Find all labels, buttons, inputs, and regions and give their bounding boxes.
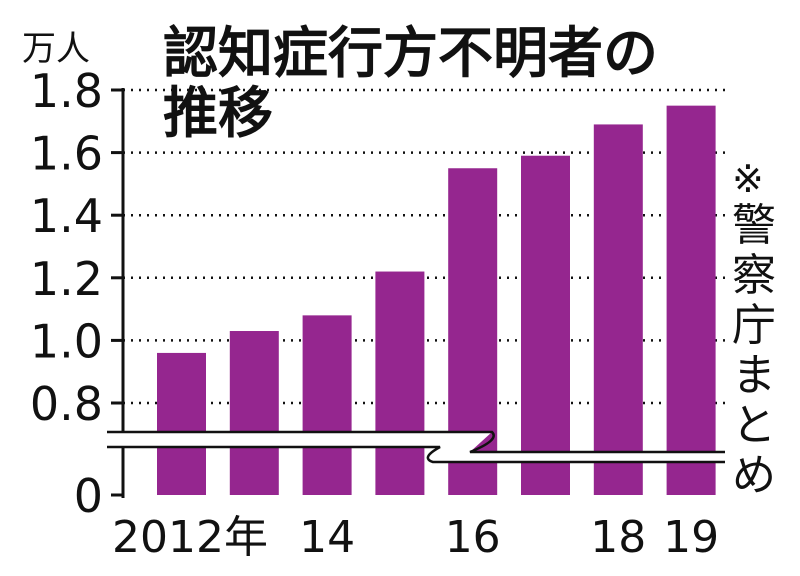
x-tick-label: 2012年 [112,512,268,563]
bar-2015 [375,271,425,495]
y-tick-label: 1.8 [30,64,103,118]
y-tick-labels: 0 0.8 1.0 1.2 1.4 1.6 1.8 [30,64,123,523]
y-tick-label: 1.2 [30,252,103,306]
note-char: と [732,400,776,451]
x-tick-label: 19 [663,512,719,563]
axis-break [107,430,725,464]
bar-2017 [521,155,570,496]
note-char: 庁 [732,300,776,351]
bar-2014 [302,315,352,495]
x-tick-labels: 2012年 14 16 18 19 [112,512,719,563]
note-mark: ※ [732,157,764,201]
y-tick-label: 1.0 [30,314,103,368]
y-tick-label: 1.4 [30,189,103,243]
note-char: め [732,450,776,501]
y-tick-label: 1.6 [30,127,103,181]
x-tick-label: 18 [590,512,646,563]
y-axis-unit-label: 万人 [22,29,90,69]
x-tick-label: 14 [299,512,355,563]
note-char: ま [732,350,776,401]
chart-title-line1: 認知症行方不明者の [163,21,658,85]
chart-title-line2: 推移 [163,81,273,145]
bar-2018 [593,124,643,496]
bar-2012 [157,352,206,495]
x-tick-label: 16 [445,512,501,563]
note-char: 警 [732,200,776,251]
bar-2013 [229,331,279,495]
y-tick-label: 0 [74,469,103,523]
bar-2019 [666,105,716,496]
y-tick-label: 0.8 [30,377,103,431]
note-char: 察 [732,250,776,301]
